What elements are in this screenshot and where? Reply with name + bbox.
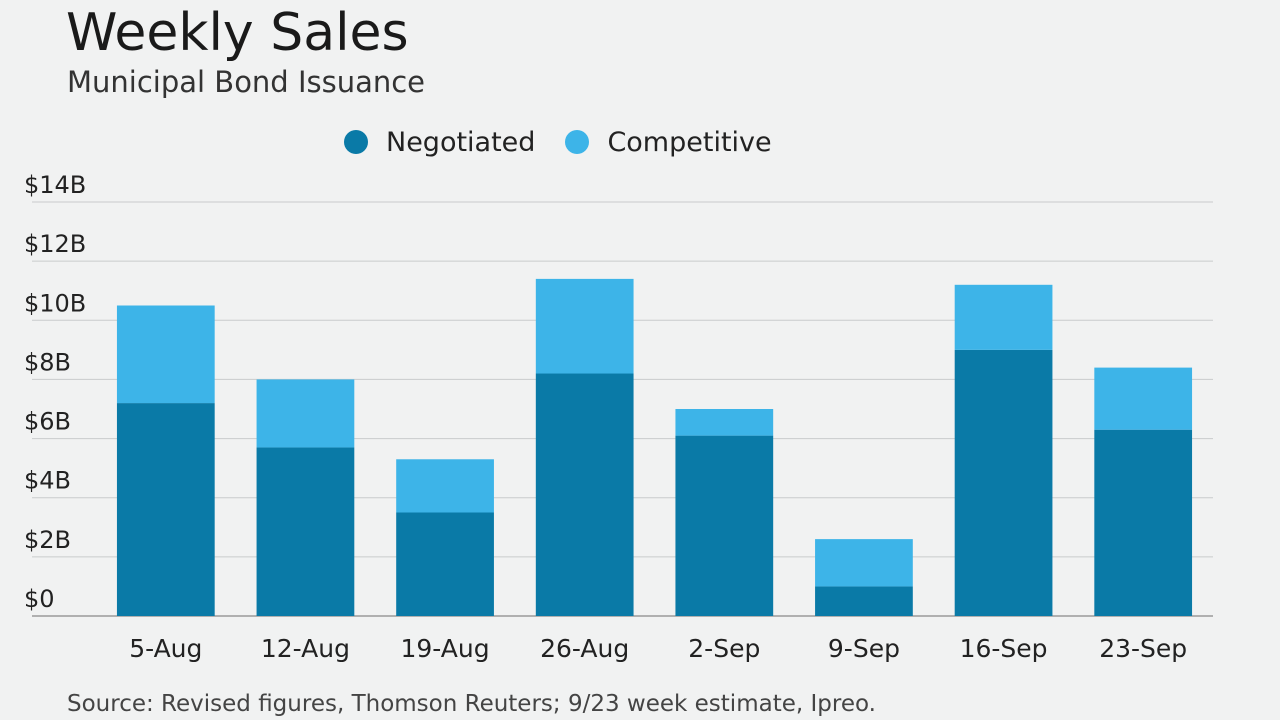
bar-competitive-23-sep xyxy=(1094,367,1193,430)
bar-negotiated-9-sep xyxy=(815,586,913,616)
legend-label-negotiated: Negotiated xyxy=(386,126,536,158)
legend-item-competitive: Competitive xyxy=(565,126,772,158)
bar-competitive-9-sep xyxy=(815,539,913,587)
chart-subtitle: Municipal Bond Issuance xyxy=(67,65,426,99)
y-tick-label: $8B xyxy=(24,348,71,376)
x-tick-label: 9-Sep xyxy=(828,634,900,663)
x-tick-label: 26-Aug xyxy=(540,634,629,663)
bar-negotiated-26-aug xyxy=(535,373,634,616)
x-tick-label: 5-Aug xyxy=(129,634,202,663)
y-tick-label: $2B xyxy=(24,526,71,554)
x-tick-label: 2-Sep xyxy=(688,634,760,663)
chart-title: Weekly Sales xyxy=(66,3,409,63)
bar-negotiated-19-aug xyxy=(396,512,494,616)
legend-swatch-negotiated xyxy=(344,130,368,154)
y-tick-labels: $0 $2B $4B $6B $8B $10B $12B $14B xyxy=(24,171,86,613)
bar-negotiated-23-sep xyxy=(1094,429,1193,616)
y-tick-label: $14B xyxy=(24,171,86,199)
legend-label-competitive: Competitive xyxy=(607,126,772,158)
x-tick-label: 19-Aug xyxy=(401,634,490,663)
bar-competitive-19-aug xyxy=(396,459,494,513)
y-tick-label: $12B xyxy=(24,230,86,258)
bar-competitive-16-sep xyxy=(954,284,1053,350)
x-tick-labels: 5-Aug 12-Aug 19-Aug 26-Aug 2-Sep 9-Sep 16-Sep 2… xyxy=(129,634,1187,663)
bar-negotiated-12-aug xyxy=(256,447,355,616)
bar-negotiated-5-aug xyxy=(116,403,215,616)
bar-competitive-5-aug xyxy=(116,305,215,404)
bars xyxy=(116,278,1193,616)
y-tick-label: $4B xyxy=(24,467,71,495)
x-tick-label: 16-Sep xyxy=(960,634,1048,663)
bar-negotiated-16-sep xyxy=(954,349,1053,616)
bar-negotiated-2-sep xyxy=(675,435,774,616)
source-note: Source: Revised figures, Thomson Reuters… xyxy=(67,691,876,717)
bar-competitive-26-aug xyxy=(535,278,634,374)
legend-swatch-competitive xyxy=(565,130,590,154)
y-tick-label: $6B xyxy=(24,408,71,436)
y-tick-label: $0 xyxy=(24,585,55,613)
bar-competitive-12-aug xyxy=(256,379,355,448)
x-tick-label: 12-Aug xyxy=(261,634,350,663)
y-tick-label: $10B xyxy=(24,289,86,317)
legend-item-negotiated: Negotiated xyxy=(344,127,535,158)
legend: Negotiated Competitive xyxy=(344,122,802,162)
x-tick-label: 23-Sep xyxy=(1099,634,1187,663)
bar-competitive-2-sep xyxy=(675,409,774,436)
